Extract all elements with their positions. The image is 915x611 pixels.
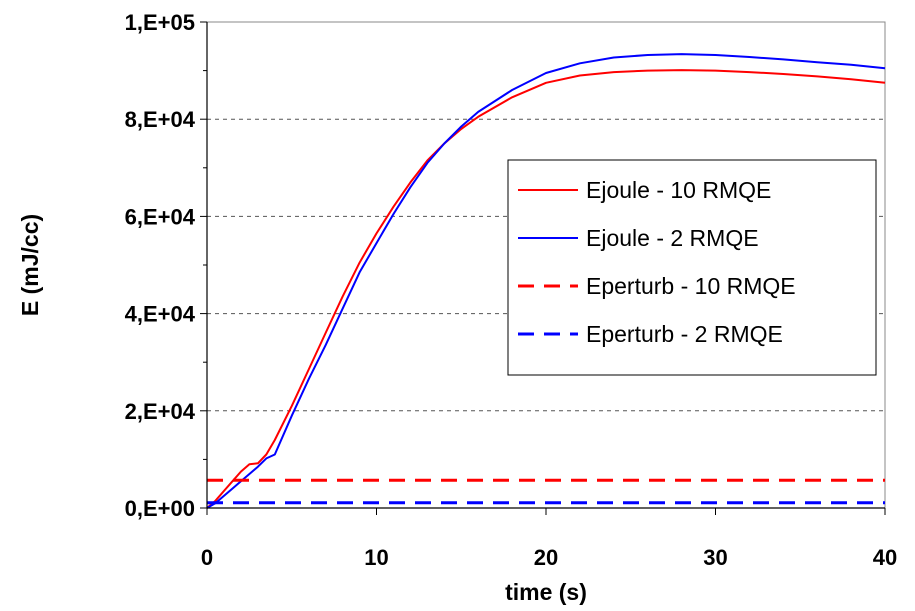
legend-label-1: Ejoule - 10 RMQE bbox=[586, 177, 771, 203]
y-tick-label: 0,E+00 bbox=[125, 496, 195, 521]
legend-label-3: Eperturb - 10 RMQE bbox=[586, 273, 796, 299]
y-tick-label: 8,E+04 bbox=[125, 107, 196, 132]
legend-box bbox=[507, 159, 877, 376]
legend-label-2: Ejoule - 2 RMQE bbox=[586, 225, 759, 251]
y-axis-title: E (mJ/cc) bbox=[17, 214, 43, 316]
legend: Ejoule - 10 RMQE Ejoule - 2 RMQE Eperturb … bbox=[507, 159, 877, 376]
x-tick-label: 10 bbox=[364, 545, 388, 570]
series-layer bbox=[206, 53, 886, 509]
x-tick-label: 40 bbox=[873, 545, 897, 570]
series-line-2 bbox=[206, 53, 886, 509]
y-tick-label: 1,E+05 bbox=[125, 10, 195, 35]
legend-label-4: Eperturb - 2 RMQE bbox=[586, 321, 783, 347]
x-tick-label: 30 bbox=[703, 545, 727, 570]
x-tick-label: 0 bbox=[201, 545, 213, 570]
y-tick-label: 6,E+04 bbox=[125, 204, 196, 229]
y-tick-label: 4,E+04 bbox=[125, 302, 196, 327]
y-tick-label: 2,E+04 bbox=[125, 399, 196, 424]
axes: 0,E+00 2,E+04 4,E+04 6,E+04 8,E+04 1,E+05 0 10 2… bbox=[125, 10, 898, 570]
x-axis-title: time (s) bbox=[505, 579, 587, 605]
series-line-1 bbox=[206, 69, 886, 509]
x-tick-label: 20 bbox=[534, 545, 558, 570]
